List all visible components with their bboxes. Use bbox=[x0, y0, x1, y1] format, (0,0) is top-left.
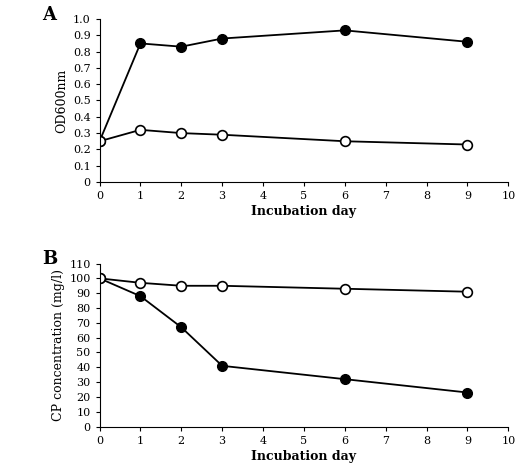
Y-axis label: CP concentration (mg/l): CP concentration (mg/l) bbox=[52, 269, 65, 421]
X-axis label: Incubation day: Incubation day bbox=[252, 205, 356, 218]
Y-axis label: OD600nm: OD600nm bbox=[56, 68, 69, 133]
Text: B: B bbox=[42, 250, 58, 268]
X-axis label: Incubation day: Incubation day bbox=[252, 450, 356, 463]
Text: A: A bbox=[42, 6, 57, 24]
